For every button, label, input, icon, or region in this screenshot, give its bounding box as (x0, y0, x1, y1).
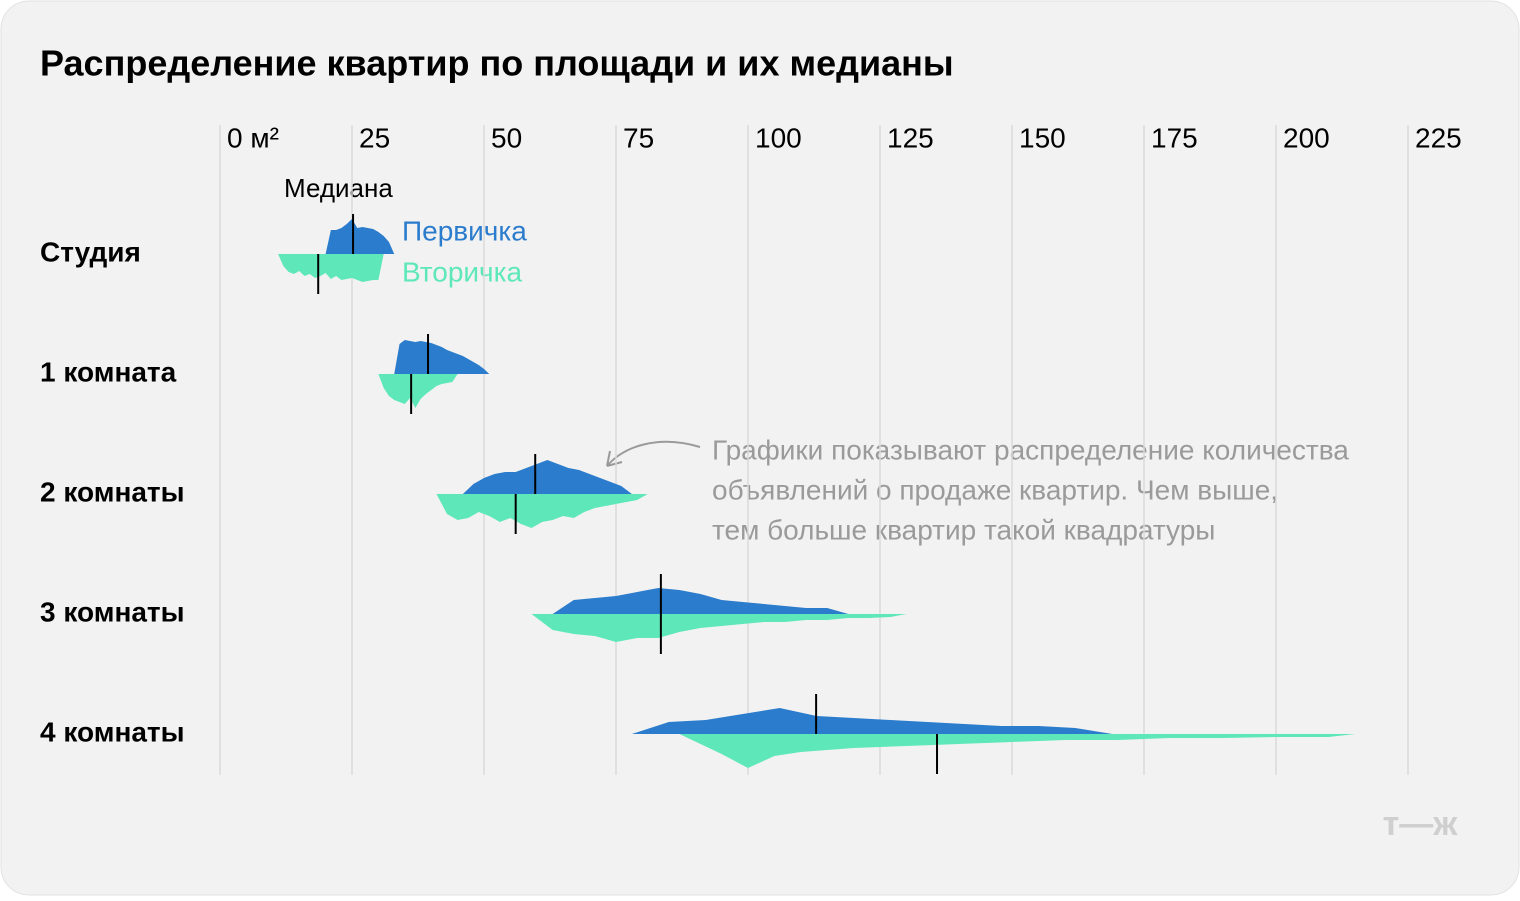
category-label: 1 комната (40, 356, 177, 387)
distribution-area (325, 219, 395, 254)
distribution-area (436, 494, 648, 528)
x-tick-label: 50 (491, 122, 522, 153)
annotation-arrow (606, 440, 701, 467)
x-tick-label: 150 (1019, 122, 1066, 153)
x-tick-label: 100 (755, 122, 802, 153)
category-label: 2 комнаты (40, 476, 185, 507)
distribution-area (278, 254, 384, 282)
legend-label: Первичка (402, 215, 527, 246)
x-tick-label: 0 м² (227, 122, 279, 153)
annotation: Графики показывают распределение количес… (712, 434, 1349, 465)
category-label: 3 комнаты (40, 596, 185, 627)
x-tick-label: 200 (1283, 122, 1330, 153)
x-tick-label: 175 (1151, 122, 1198, 153)
legend-label: Вторичка (402, 256, 522, 287)
annotation: объявлений о продаже квартир. Чем выше, (712, 474, 1278, 505)
distribution-area (679, 734, 1356, 768)
category-label: 4 комнаты (40, 716, 185, 747)
distribution-area (394, 340, 490, 374)
chart-title: Распределение квартир по площади и их ме… (40, 43, 954, 84)
distribution-area (462, 460, 632, 494)
distribution-area (552, 588, 849, 614)
x-tick-label: 75 (623, 122, 654, 153)
median-legend: Медиана (284, 173, 393, 203)
category-label: Студия (40, 236, 141, 267)
plot-area: Студия 1 комната 2 комнаты 3 комнаты 4 комна… (40, 214, 1356, 774)
x-tick-label: 225 (1415, 122, 1462, 153)
distribution-area (631, 708, 1113, 734)
logo: т—ж (1383, 805, 1459, 843)
annotation: тем больше квартир такой квадратуры (712, 514, 1215, 545)
x-tick-label: 25 (359, 122, 390, 153)
distribution-area (531, 614, 907, 642)
distribution-area (378, 374, 458, 408)
x-tick-label: 125 (887, 122, 934, 153)
